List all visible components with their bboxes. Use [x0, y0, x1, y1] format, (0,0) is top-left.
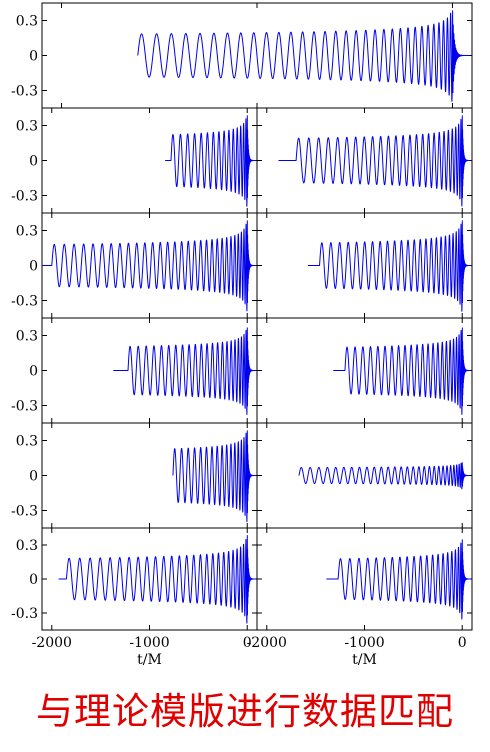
y-tick-label-row2-left-0: 0.3: [16, 119, 38, 135]
y-tick-label-row4-left-1: 0: [29, 364, 38, 380]
waveform-row1: [137, 10, 471, 102]
y-tick-label-row1-2: -0.3: [11, 84, 38, 100]
x-tick-label-left-0: -2000: [32, 635, 72, 651]
x-tick-label-right-2: 0: [458, 635, 467, 651]
y-tick-label-row1-1: 0: [29, 49, 38, 65]
y-tick-label-row5-left-2: -0.3: [11, 504, 38, 520]
y-tick-label-row6-left-0: 0.3: [16, 538, 38, 554]
panel-frame-row2-left: [41, 107, 258, 214]
waveform-row3-right: [307, 220, 472, 312]
x-tick-label-left-1: -1000: [129, 635, 169, 651]
y-tick-label-row4-left-2: -0.3: [11, 399, 38, 415]
y-tick-label-row3-left-2: -0.3: [11, 294, 38, 310]
panel-frame-row4-left: [41, 317, 258, 424]
y-tick-label-row2-left-1: 0: [29, 154, 38, 170]
x-tick-label-left-2: 0: [243, 635, 252, 651]
waveform-row5-left: [172, 430, 257, 523]
panel-frame-row5-left: [41, 422, 258, 529]
x-axis-label-right: t/M: [352, 652, 377, 668]
caption: 与理论模版进行数据匹配: [36, 690, 454, 733]
y-tick-label-row3-left-1: 0: [29, 259, 38, 275]
x-tick-label-right-1: -1000: [344, 635, 384, 651]
y-tick-label-row6-left-2: -0.3: [11, 606, 38, 622]
y-tick-label-row4-left-0: 0.3: [16, 329, 38, 345]
panel-frame-row3-left: [41, 212, 258, 319]
waveform-row4-right: [333, 327, 472, 415]
y-tick-label-row5-left-1: 0: [29, 469, 38, 485]
y-tick-label-row6-left-1: 0: [29, 572, 38, 588]
y-tick-label-row1-0: 0.3: [16, 14, 38, 30]
y-tick-label-row2-left-2: -0.3: [11, 189, 38, 205]
waveform-row2-left: [165, 115, 257, 207]
waveform-row4-left: [113, 327, 257, 415]
waveform-row6-left: [58, 535, 257, 624]
y-tick-label-row5-left-0: 0.3: [16, 434, 38, 450]
waveform-row2-right: [278, 115, 472, 207]
waveform-row5-right: [298, 462, 472, 490]
waveform-row6-right: [326, 539, 472, 620]
waveform-row3-left: [42, 220, 257, 312]
y-tick-label-row3-left-0: 0.3: [16, 224, 38, 240]
x-tick-label-right-0: -2000: [247, 635, 287, 651]
x-axis-label-left: t/M: [137, 652, 162, 668]
